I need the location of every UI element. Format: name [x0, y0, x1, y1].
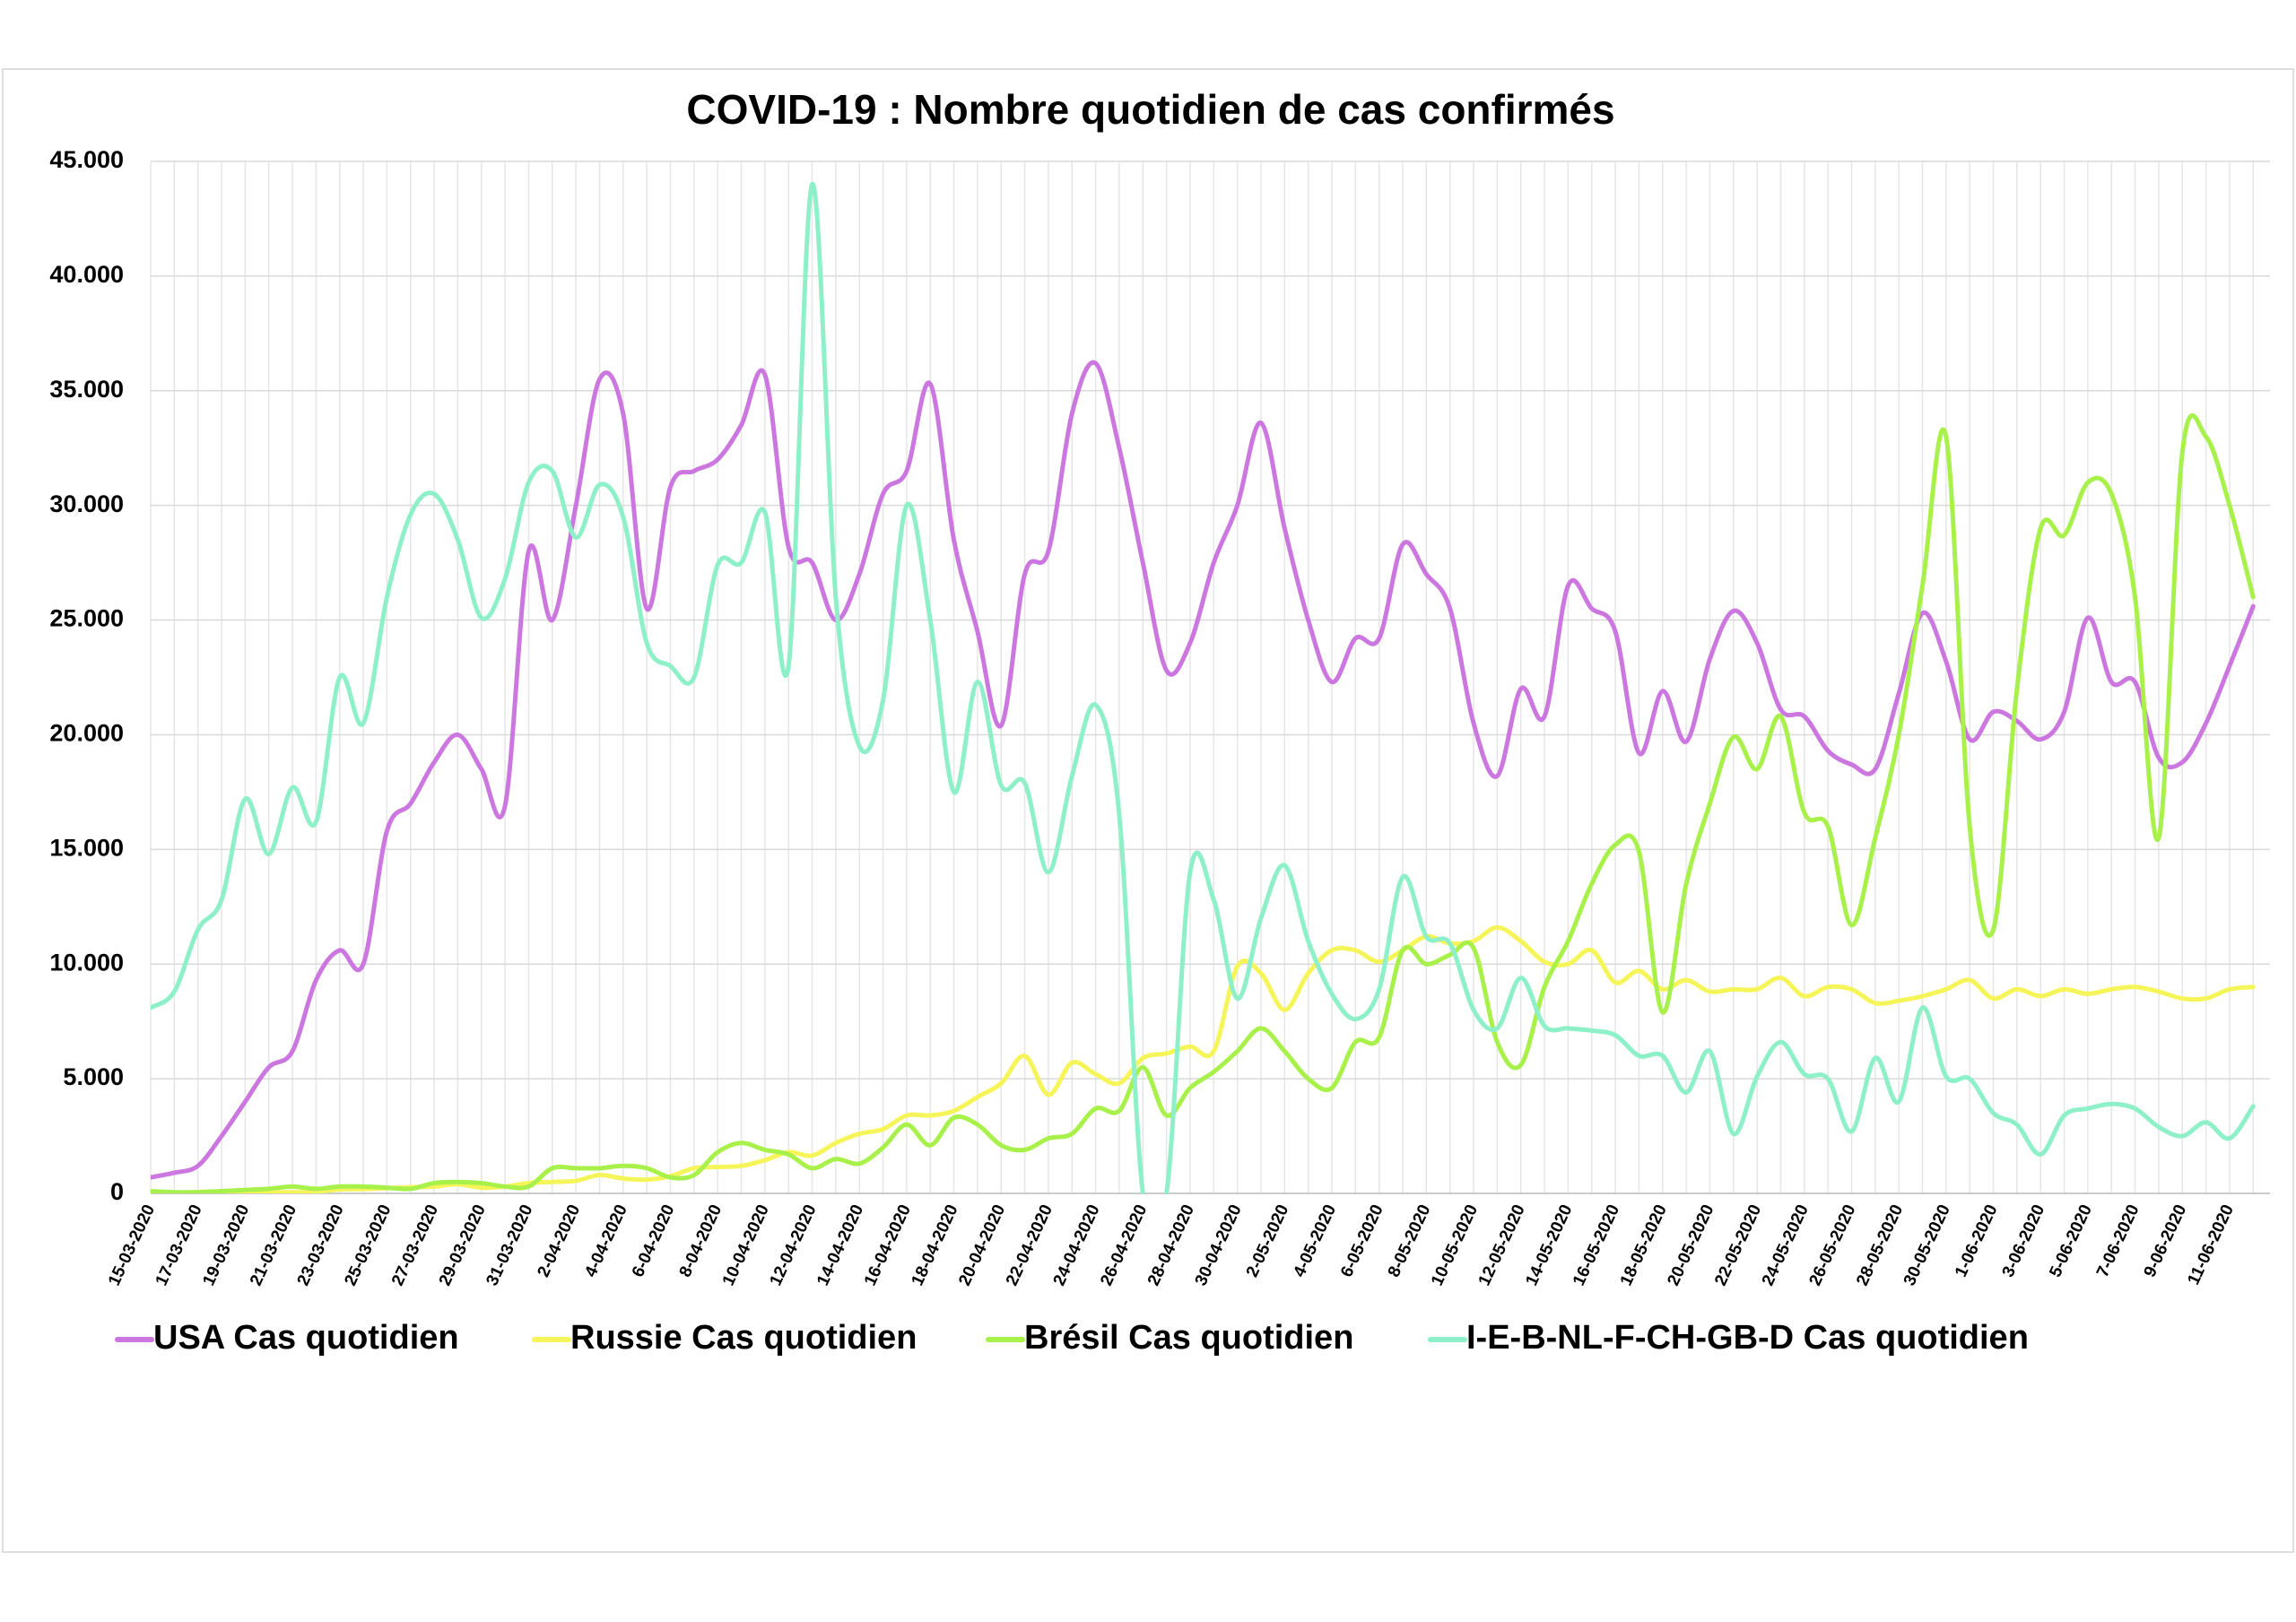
- y-tick-label: 15.000: [49, 834, 124, 861]
- y-tick-label: 20.000: [49, 720, 124, 747]
- y-tick-label: 40.000: [49, 261, 124, 288]
- y-tick-label: 0: [110, 1178, 124, 1205]
- series-line: [151, 412, 2256, 1193]
- plot-area: [151, 182, 2256, 1193]
- y-tick-label: 35.000: [49, 376, 124, 403]
- y-tick-label: 30.000: [49, 490, 124, 517]
- series-line: [151, 360, 2256, 1180]
- y-tick-label: 45.000: [49, 146, 124, 173]
- y-tick-label: 10.000: [49, 949, 124, 976]
- legend-label: Russie Cas quotidien: [570, 1319, 917, 1357]
- chart-title: COVID-19 : Nombre quotidien de cas confi…: [686, 86, 1614, 133]
- legend-label: I-E-B-NL-F-CH-GB-D Cas quotidien: [1466, 1319, 2029, 1357]
- y-tick-label: 5.000: [63, 1063, 124, 1090]
- chart-frame: [2, 68, 2294, 1553]
- y-tick-label: 25.000: [49, 605, 124, 632]
- series-line: [151, 182, 2256, 1193]
- legend-label: USA Cas quotidien: [153, 1319, 459, 1357]
- legend-label: Brésil Cas quotidien: [1024, 1319, 1353, 1357]
